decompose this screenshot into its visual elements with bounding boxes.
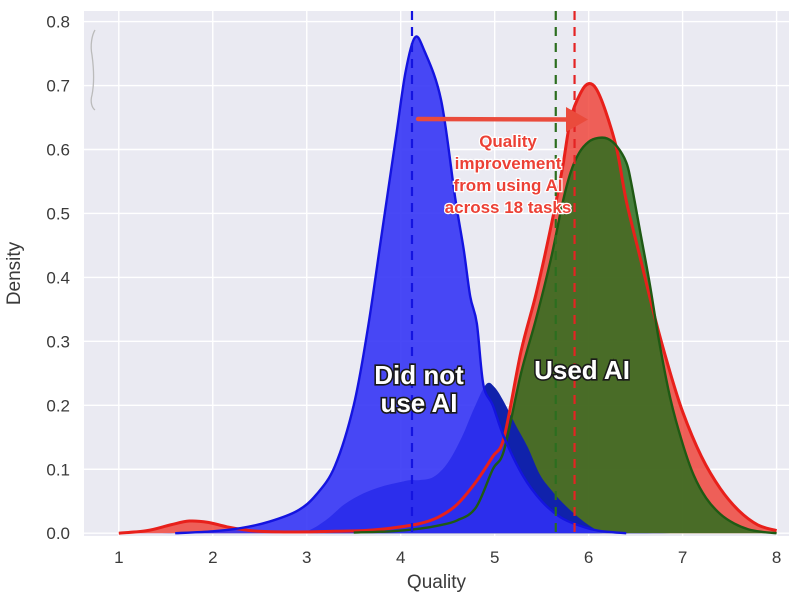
svg-text:0.5: 0.5: [46, 205, 70, 224]
svg-text:8: 8: [772, 548, 781, 567]
svg-text:7: 7: [678, 548, 687, 567]
svg-text:use AI: use AI: [380, 388, 457, 418]
svg-text:Quality: Quality: [407, 572, 467, 593]
svg-text:0.2: 0.2: [46, 396, 70, 415]
svg-text:5: 5: [490, 548, 499, 567]
svg-text:Density: Density: [4, 241, 25, 305]
svg-text:across 18 tasks: across 18 tasks: [445, 198, 572, 217]
svg-text:from using AI: from using AI: [454, 176, 563, 195]
svg-text:improvement: improvement: [455, 154, 562, 173]
svg-text:Used AI: Used AI: [534, 355, 630, 385]
svg-text:0.8: 0.8: [46, 13, 70, 32]
svg-text:3: 3: [302, 548, 311, 567]
svg-text:6: 6: [584, 548, 593, 567]
svg-text:2: 2: [208, 548, 217, 567]
svg-text:0.4: 0.4: [46, 268, 70, 287]
svg-text:0.0: 0.0: [46, 524, 70, 543]
svg-text:Did not: Did not: [374, 360, 464, 390]
svg-text:0.1: 0.1: [46, 460, 70, 479]
svg-text:0.6: 0.6: [46, 141, 70, 160]
svg-text:0.3: 0.3: [46, 332, 70, 351]
svg-text:1: 1: [114, 548, 123, 567]
svg-text:4: 4: [396, 548, 405, 567]
svg-text:Quality: Quality: [479, 132, 537, 151]
svg-text:0.7: 0.7: [46, 77, 70, 96]
